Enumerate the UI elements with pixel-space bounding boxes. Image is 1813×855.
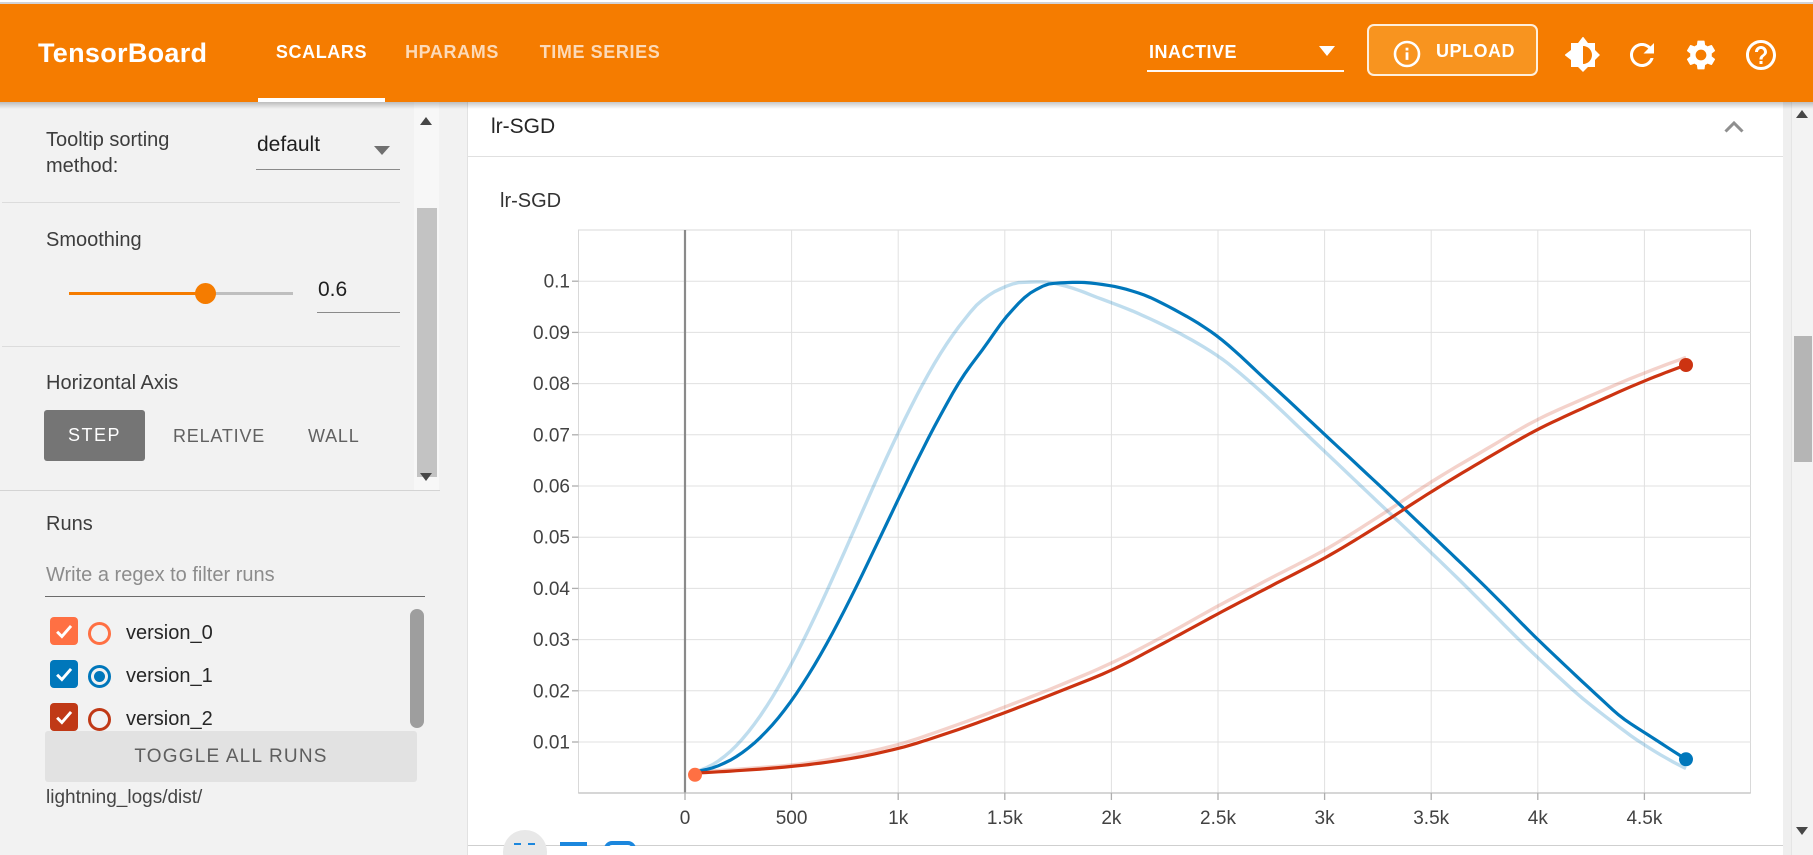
svg-text:0: 0 [680,808,691,829]
svg-text:0.09: 0.09 [533,323,570,344]
svg-text:2k: 2k [1101,808,1122,829]
svg-text:1.5k: 1.5k [987,808,1023,829]
svg-text:4.5k: 4.5k [1626,808,1662,829]
svg-text:0.03: 0.03 [533,630,570,651]
svg-text:0.05: 0.05 [533,528,570,549]
svg-text:0.07: 0.07 [533,425,570,446]
svg-text:2.5k: 2.5k [1200,808,1236,829]
svg-text:4k: 4k [1528,808,1549,829]
svg-text:3.5k: 3.5k [1413,808,1449,829]
svg-text:0.04: 0.04 [533,579,570,600]
svg-text:0.08: 0.08 [533,374,570,395]
svg-text:0.1: 0.1 [544,272,570,293]
svg-text:500: 500 [776,808,808,829]
svg-text:0.06: 0.06 [533,477,570,498]
svg-text:1k: 1k [888,808,909,829]
svg-text:3k: 3k [1315,808,1336,829]
svg-text:0.02: 0.02 [533,681,570,702]
svg-text:0.01: 0.01 [533,733,570,754]
